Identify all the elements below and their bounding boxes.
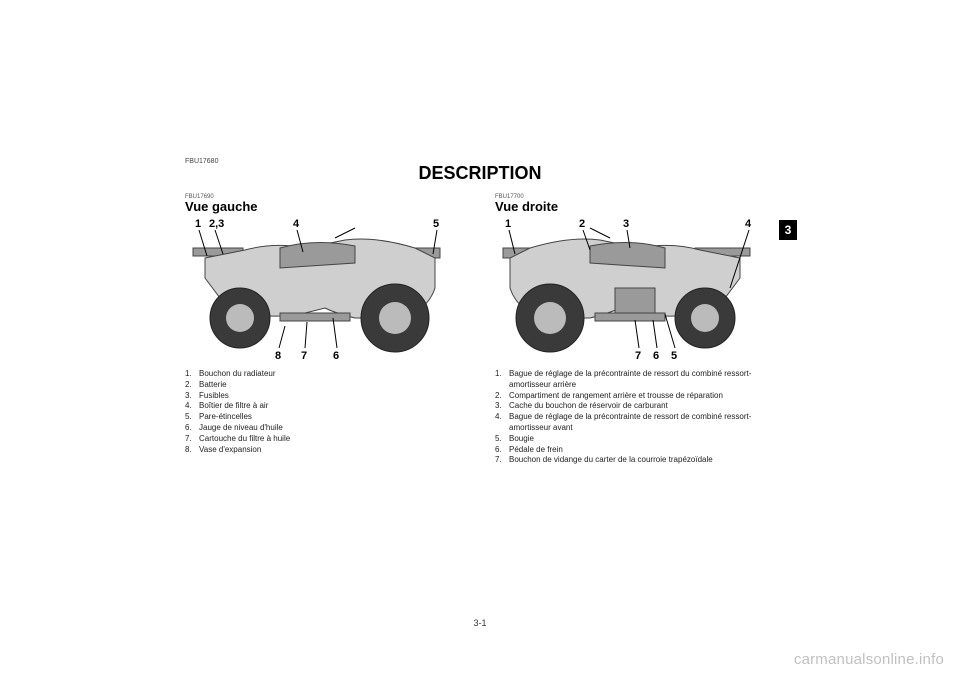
- legend-text: Vase d'expansion: [199, 445, 261, 456]
- legend-text: Boîtier de filtre à air: [199, 401, 268, 412]
- manual-page: 3 FBU17680 DESCRIPTION FBU17690 Vue gauc…: [185, 158, 775, 618]
- watermark: carmanualsonline.info: [794, 651, 944, 668]
- callout-number: 3: [623, 218, 629, 230]
- legend-number: 2.: [185, 380, 195, 391]
- legend-text: Cache du bouchon de réservoir de carbura…: [509, 401, 668, 412]
- legend-number: 4.: [185, 401, 195, 412]
- legend-item: 6. Pédale de frein: [495, 445, 775, 456]
- legend-number: 5.: [185, 412, 195, 423]
- callout-number: 2,3: [209, 218, 224, 230]
- callout-number: 5: [671, 350, 677, 362]
- legend-text: Bague de réglage de la précontrainte de …: [509, 412, 775, 434]
- callout-number: 1: [195, 218, 201, 230]
- legend-item: 6. Jauge de niveau d'huile: [185, 423, 465, 434]
- legend-text: Bouchon de vidange du carter de la courr…: [509, 455, 713, 466]
- legend-text: Bague de réglage de la précontrainte de …: [509, 369, 775, 391]
- legend-number: 8.: [185, 445, 195, 456]
- callout-number: 8: [275, 350, 281, 362]
- chapter-tab: 3: [779, 220, 797, 240]
- left-subtitle: Vue gauche: [185, 199, 465, 214]
- legend-text: Compartiment de rangement arrière et tro…: [509, 391, 723, 402]
- two-column-layout: FBU17690 Vue gauche: [185, 194, 775, 466]
- legend-item: 8. Vase d'expansion: [185, 445, 465, 456]
- legend-number: 7.: [185, 434, 195, 445]
- legend-number: 4.: [495, 412, 505, 434]
- legend-item: 5. Bougie: [495, 434, 775, 445]
- legend-item: 4. Boîtier de filtre à air: [185, 401, 465, 412]
- right-subtitle: Vue droite: [495, 199, 775, 214]
- legend-number: 1.: [185, 369, 195, 380]
- legend-item: 1.Bague de réglage de la précontrainte d…: [495, 369, 775, 391]
- legend-item: 7. Bouchon de vidange du carter de la cou…: [495, 455, 775, 466]
- atv-right-svg: [495, 218, 760, 363]
- right-column: FBU17700 Vue droite: [495, 194, 775, 466]
- callout-number: 4: [745, 218, 751, 230]
- callout-number: 6: [333, 350, 339, 362]
- legend-text: Bouchon du radiateur: [199, 369, 276, 380]
- legend-number: 6.: [185, 423, 195, 434]
- legend-text: Pédale de frein: [509, 445, 563, 456]
- callout-number: 6: [653, 350, 659, 362]
- legend-item: 3. Cache du bouchon de réservoir de carbu…: [495, 401, 775, 412]
- legend-number: 3.: [185, 391, 195, 402]
- page-number: 3-1: [473, 618, 486, 628]
- legend-number: 3.: [495, 401, 505, 412]
- legend-number: 7.: [495, 455, 505, 466]
- callout-number: 1: [505, 218, 511, 230]
- callout-number: 4: [293, 218, 299, 230]
- legend-text: Fusibles: [199, 391, 229, 402]
- legend-text: Pare-étincelles: [199, 412, 252, 423]
- legend-item: 2. Batterie: [185, 380, 465, 391]
- left-legend: 1. Bouchon du radiateur 2. Batterie 3. Fusibl…: [185, 369, 465, 455]
- legend-number: 5.: [495, 434, 505, 445]
- legend-item: 3. Fusibles: [185, 391, 465, 402]
- figure-right-view: 1 2 3 4 765: [495, 218, 760, 363]
- legend-text: Bougie: [509, 434, 534, 445]
- legend-text: Batterie: [199, 380, 227, 391]
- legend-item: 2. Compartiment de rangement arrière et t…: [495, 391, 775, 402]
- legend-number: 6.: [495, 445, 505, 456]
- legend-item: 4.Bague de réglage de la précontrainte d…: [495, 412, 775, 434]
- left-column: FBU17690 Vue gauche: [185, 194, 465, 466]
- legend-text: Jauge de niveau d'huile: [199, 423, 283, 434]
- right-legend: 1.Bague de réglage de la précontrainte d…: [495, 369, 775, 466]
- legend-item: 1. Bouchon du radiateur: [185, 369, 465, 380]
- callout-number: 7: [301, 350, 307, 362]
- callout-number: 5: [433, 218, 439, 230]
- chapter-title: DESCRIPTION: [185, 163, 775, 184]
- figure-left-view: 1 2,3 4 5 8 7 6: [185, 218, 450, 363]
- legend-number: 2.: [495, 391, 505, 402]
- legend-text: Cartouche du filtre à huile: [199, 434, 290, 445]
- callout-number: 7: [635, 350, 641, 362]
- legend-item: 5. Pare-étincelles: [185, 412, 465, 423]
- legend-item: 7. Cartouche du filtre à huile: [185, 434, 465, 445]
- callout-number: 2: [579, 218, 585, 230]
- legend-number: 1.: [495, 369, 505, 391]
- atv-left-svg: [185, 218, 450, 363]
